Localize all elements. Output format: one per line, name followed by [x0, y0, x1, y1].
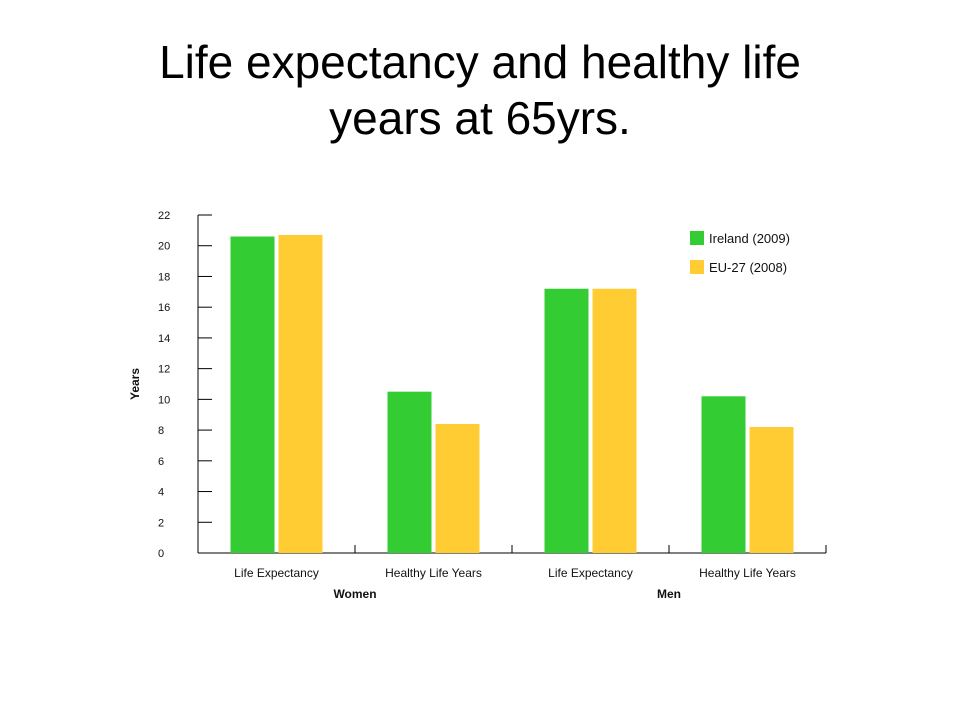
y-tick-label-8: 8 — [158, 425, 164, 437]
slide-title: Life expectancy and healthy life years a… — [60, 34, 900, 146]
y-tick-label-16: 16 — [158, 302, 170, 314]
x-category-label-0: Life Expectancy — [234, 566, 319, 580]
y-tick-label-20: 20 — [158, 241, 170, 253]
bar-ireland-0 — [230, 236, 275, 553]
y-tick-label-14: 14 — [158, 333, 170, 345]
bar-eu27-2 — [592, 288, 637, 553]
legend-swatch-0 — [690, 231, 704, 245]
y-tick-label-10: 10 — [158, 394, 170, 406]
y-tick-label-0: 0 — [158, 548, 164, 560]
y-tick-label-12: 12 — [158, 364, 170, 376]
legend-label-0: Ireland (2009) — [709, 231, 790, 246]
x-category-label-1: Healthy Life Years — [385, 566, 482, 580]
x-group-label-women: Women — [333, 587, 376, 601]
bar-ireland-3 — [701, 396, 746, 553]
legend-label-1: EU-27 (2008) — [709, 260, 787, 275]
bar-eu27-3 — [749, 427, 794, 553]
slide-title-line-2: years at 65yrs. — [329, 92, 631, 144]
bar-eu27-0 — [278, 234, 323, 554]
y-tick-label-2: 2 — [158, 517, 164, 529]
x-category-label-2: Life Expectancy — [548, 566, 633, 580]
y-tick-label-4: 4 — [158, 487, 164, 499]
y-tick-label-22: 22 — [158, 210, 170, 222]
legend-swatch-1 — [690, 260, 704, 274]
bar-ireland-1 — [387, 391, 432, 553]
bar-ireland-2 — [544, 288, 589, 553]
x-category-label-3: Healthy Life Years — [699, 566, 796, 580]
slide-title-line-1: Life expectancy and healthy life — [159, 36, 801, 88]
y-tick-label-6: 6 — [158, 456, 164, 468]
y-axis-title: Years — [128, 368, 142, 400]
x-group-label-men: Men — [657, 587, 681, 601]
bar-eu27-1 — [435, 423, 480, 553]
y-tick-label-18: 18 — [158, 271, 170, 283]
